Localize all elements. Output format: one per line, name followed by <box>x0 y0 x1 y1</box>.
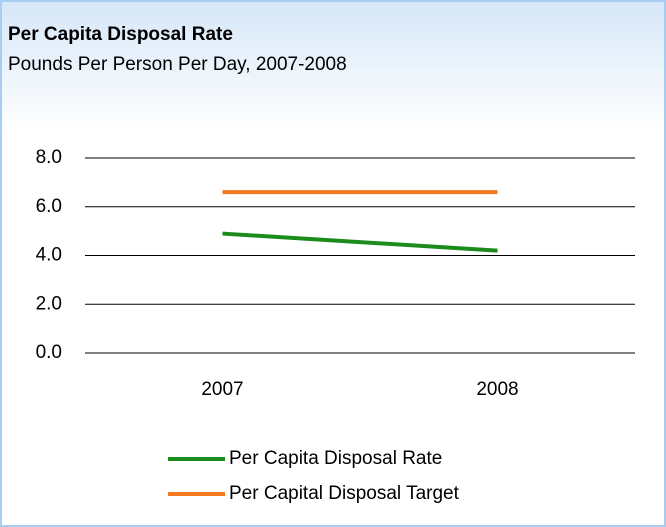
y-tick-label: 4.0 <box>36 245 62 266</box>
legend-label: Per Capital Disposal Target <box>229 483 460 504</box>
legend-label: Per Capita Disposal Rate <box>229 448 442 469</box>
x-tick-label: 2008 <box>476 379 518 400</box>
y-tick-label: 2.0 <box>36 293 62 314</box>
x-tick-label: 2007 <box>201 379 243 400</box>
y-tick-label: 6.0 <box>36 196 62 217</box>
y-tick-label: 0.0 <box>36 342 62 363</box>
chart-title: Per Capita Disposal Rate <box>8 24 233 45</box>
y-tick-label: 8.0 <box>36 147 62 168</box>
series-line <box>222 231 498 253</box>
chart-subtitle: Pounds Per Person Per Day, 2007-2008 <box>8 54 347 75</box>
